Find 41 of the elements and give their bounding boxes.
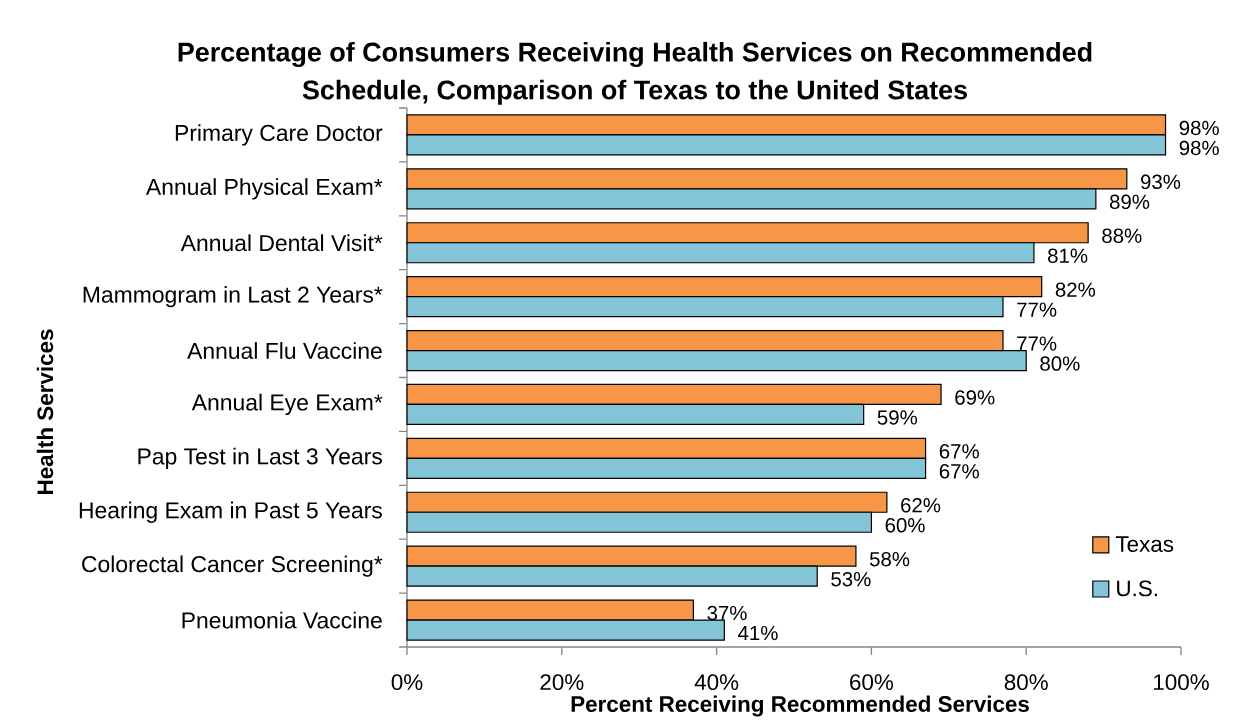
legend-label: U.S. bbox=[1117, 580, 1157, 597]
y-axis-title: Health Services bbox=[36, 329, 54, 494]
data-label: 37% bbox=[707, 605, 747, 621]
data-label: 98% bbox=[1179, 120, 1219, 136]
data-label: 53% bbox=[831, 571, 871, 587]
y-tick-label: Pneumonia Vaccine bbox=[182, 611, 382, 629]
y-tick-label: Annual Dental Visit* bbox=[180, 234, 383, 252]
x-tick-label: 80% bbox=[1004, 674, 1048, 691]
y-tick-label: Annual Eye Exam* bbox=[191, 393, 383, 416]
data-label: 89% bbox=[1109, 194, 1150, 210]
y-tick-label: Pap Test in Last 3 Years bbox=[138, 447, 382, 470]
data-label: 81% bbox=[1048, 248, 1088, 263]
y-tick-label: Mammogram in Last 2 Years* bbox=[83, 285, 383, 308]
x-tick-label: 60% bbox=[850, 674, 894, 691]
data-label: 98% bbox=[1179, 140, 1219, 156]
data-label: 62% bbox=[901, 498, 941, 513]
y-tick-label: Hearing Exam in Past 5 Years bbox=[79, 501, 382, 523]
data-label: 60% bbox=[885, 518, 925, 533]
x-tick-label: 40% bbox=[694, 674, 739, 691]
legend-label: Texas bbox=[1115, 536, 1174, 552]
data-label: 80% bbox=[1040, 356, 1080, 371]
chart-title: Percentage of Consumers Receiving Health Services on Recommended Schedule, Comparison of Texas to the United States bbox=[178, 41, 1092, 105]
x-tick-label: 100% bbox=[1154, 674, 1209, 691]
y-tick-label: Colorectal Cancer Screening* bbox=[82, 555, 383, 577]
data-label: 77% bbox=[1017, 336, 1057, 351]
data-label: 69% bbox=[955, 390, 995, 405]
data-label: 67% bbox=[939, 464, 979, 479]
data-label: 82% bbox=[1055, 282, 1096, 297]
data-label: 88% bbox=[1102, 228, 1142, 243]
data-label: 67% bbox=[939, 444, 979, 459]
x-tick-label: 20% bbox=[540, 674, 584, 691]
y-tick-label: Annual Physical Exam* bbox=[145, 178, 383, 200]
data-label: 77% bbox=[1017, 302, 1057, 317]
y-tick-label: Annual Flu Vaccine bbox=[187, 342, 382, 359]
x-axis-title: Percent Receiving Recommended Services bbox=[571, 695, 1029, 717]
data-label: 93% bbox=[1140, 174, 1181, 190]
y-tick-label: Primary Care Doctor bbox=[175, 124, 383, 146]
data-label: 41% bbox=[738, 625, 778, 641]
data-label: 59% bbox=[877, 410, 918, 425]
x-tick-label: 0% bbox=[391, 674, 423, 691]
data-label: 58% bbox=[869, 551, 910, 567]
